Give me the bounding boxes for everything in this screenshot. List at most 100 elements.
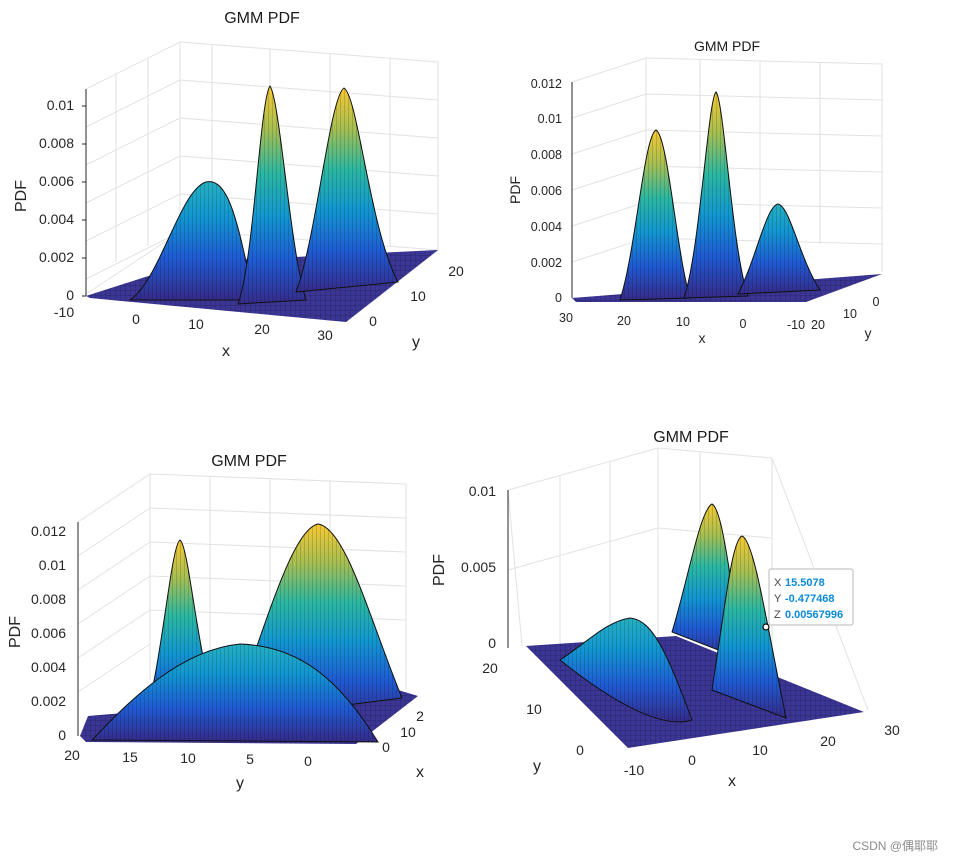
y-tick: 5 (246, 751, 254, 767)
z-tick: 0.008 (531, 148, 562, 162)
z-tick: 0.004 (39, 211, 74, 227)
y-tick: 0 (576, 742, 584, 758)
chart-1-xlabel: x (222, 343, 230, 360)
chart-2-zlabel: PDF (507, 176, 523, 204)
y-tick: 10 (180, 750, 196, 766)
x-tick: 10 (676, 315, 690, 329)
chart-3-z-ticks: 0 0.002 0.004 0.006 0.008 0.01 0.012 (31, 523, 66, 743)
x-tick: 10 (752, 742, 768, 758)
z-tick: 0.012 (531, 77, 562, 91)
chart-4: GMM PDF PDF x y 0 0.005 0.01 (431, 429, 900, 790)
chart-1: GMM PDF PDF x y 0 0.002 0.0 (13, 10, 464, 360)
chart-1-zlabel: PDF (13, 180, 30, 212)
chart-4-y-ticks: 0 10 20 (482, 660, 584, 758)
y-tick: 20 (811, 318, 825, 332)
chart-1-z-ticks: 0 0.002 0.004 0.006 0.008 0.01 (39, 97, 74, 303)
chart-2-xlabel: x (699, 330, 706, 346)
chart-1-title: GMM PDF (224, 10, 300, 27)
x-tick: 10 (400, 724, 416, 740)
datatip-z-value: 0.00567996 (785, 609, 843, 621)
x-tick: 30 (884, 722, 900, 738)
x-tick: 2 (416, 708, 424, 724)
datatip-y-value: -0.477468 (785, 593, 835, 605)
chart-2-title: GMM PDF (694, 38, 760, 54)
z-tick: 0.006 (39, 173, 74, 189)
y-tick: 20 (64, 747, 80, 763)
y-tick: 15 (122, 749, 138, 765)
chart-2-ylabel: y (865, 325, 872, 341)
z-tick: 0 (66, 287, 74, 303)
chart-3-xlabel: x (416, 764, 424, 781)
datatip-y-label: Y (774, 593, 782, 605)
z-tick: 0.01 (469, 483, 496, 499)
z-tick: 0.002 (531, 256, 562, 270)
z-tick: 0 (555, 291, 562, 305)
chart-1-ylabel: y (412, 334, 420, 351)
z-tick: 0.01 (47, 97, 74, 113)
x-tick: 20 (617, 314, 631, 328)
chart-1-x-ticks: -10 0 10 20 30 (54, 304, 333, 343)
chart-4-ylabel: y (533, 758, 541, 775)
datatip-marker[interactable] (762, 623, 770, 631)
chart-4-zlabel: PDF (431, 554, 448, 586)
y-tick: 10 (526, 701, 542, 717)
chart-1-z-axis (82, 89, 87, 297)
chart-3-title: GMM PDF (211, 453, 287, 470)
x-tick: 20 (820, 733, 836, 749)
chart-3-zlabel: PDF (7, 616, 24, 648)
z-tick: 0.012 (31, 523, 66, 539)
x-tick: -10 (624, 762, 644, 778)
y-tick: 10 (410, 288, 426, 304)
x-tick: 10 (188, 316, 204, 332)
z-tick: 0.004 (531, 220, 562, 234)
chart-3-ylabel: y (236, 775, 244, 792)
chart-2-z-ticks: 0 0.002 0.004 0.006 0.008 0.01 0.012 (531, 77, 562, 305)
x-tick: 30 (317, 327, 333, 343)
z-tick: 0 (58, 727, 66, 743)
y-tick: 0 (873, 295, 880, 309)
x-tick: 0 (382, 739, 390, 755)
datatip-box (768, 568, 854, 626)
chart-4-title: GMM PDF (653, 429, 729, 446)
z-tick: 0.01 (39, 557, 66, 573)
z-tick: 0.002 (39, 249, 74, 265)
chart-4-xlabel: x (728, 773, 736, 790)
x-tick: 0 (132, 311, 140, 327)
chart-3: GMM PDF PDF y x 0 0.002 0.004 0.006 0.0 (7, 453, 424, 792)
watermark: CSDN @偶耶耶 (852, 839, 938, 853)
chart-2: GMM PDF PDF x y 0 0.002 0.004 0.006 0.0 (507, 38, 883, 346)
x-tick: -10 (54, 304, 74, 320)
y-tick: 10 (843, 307, 857, 321)
z-tick: 0.005 (461, 559, 496, 575)
datatip-z-label: Z (774, 609, 781, 621)
x-tick: 0 (740, 317, 747, 331)
chart-1-surface (86, 85, 438, 322)
chart-1-y-ticks: 0 10 20 (369, 263, 464, 329)
chart-3-y-ticks: 20 15 10 5 0 (64, 747, 312, 769)
y-tick: 20 (482, 660, 498, 676)
x-tick: -10 (787, 318, 805, 332)
chart-2-surface (572, 91, 882, 302)
chart-4-x-ticks: -10 0 10 20 30 (624, 722, 900, 778)
z-tick: 0 (488, 635, 496, 651)
chart-3-x-ticks: 0 10 2 (382, 708, 424, 755)
chart-3-surface (80, 523, 418, 744)
chart-4-z-ticks: 0 0.005 0.01 (461, 483, 496, 651)
x-tick: 20 (254, 321, 270, 337)
chart-4-datatip[interactable]: X 15.5078 Y -0.477468 Z 0.00567996 (762, 568, 854, 631)
datatip-x-value: 15.5078 (785, 577, 825, 589)
x-tick: 0 (688, 752, 696, 768)
y-tick: 0 (369, 313, 377, 329)
z-tick: 0.006 (31, 625, 66, 641)
y-tick: 20 (448, 263, 464, 279)
chart-4-surface (526, 503, 864, 748)
datatip-x-label: X (774, 577, 782, 589)
chart-2-x-ticks: 30 20 10 0 -10 (559, 311, 805, 332)
z-tick: 0.01 (538, 112, 562, 126)
chart-2-y-ticks: 20 10 0 (811, 295, 879, 332)
z-tick: 0.008 (31, 591, 66, 607)
y-tick: 0 (304, 753, 312, 769)
z-tick: 0.006 (531, 184, 562, 198)
z-tick: 0.002 (31, 693, 66, 709)
